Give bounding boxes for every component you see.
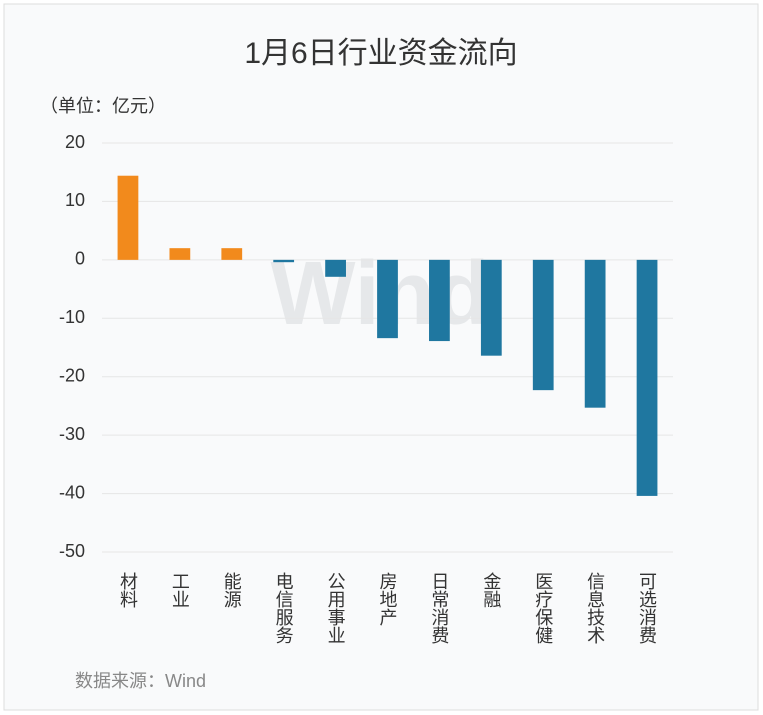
bar <box>429 259 450 342</box>
x-tick-label: 金融 <box>481 572 501 608</box>
bar <box>221 248 243 260</box>
y-tick-label: -30 <box>59 424 85 444</box>
x-tick-label: 房地产 <box>378 572 398 626</box>
x-tick-label: 医疗保健 <box>533 572 553 644</box>
y-tick-label: -40 <box>59 482 85 502</box>
x-tick-label: 工业 <box>170 572 190 608</box>
unit-label: （单位：亿元） <box>40 96 166 116</box>
x-tick-label: 日常消费 <box>429 572 449 644</box>
y-tick-label: 20 <box>65 132 85 152</box>
bar <box>169 248 191 260</box>
x-tick-label: 公用事业 <box>326 572 346 644</box>
y-tick-label: -50 <box>59 541 85 561</box>
card <box>3 3 759 711</box>
bar <box>117 175 139 260</box>
y-tick-label: 10 <box>65 190 85 210</box>
bar <box>273 259 295 263</box>
y-tick-label: -10 <box>59 307 85 327</box>
x-tick-label: 能源 <box>222 572 242 609</box>
source: 数据来源：Wind <box>75 671 206 691</box>
x-tick-label: 材料 <box>118 572 138 608</box>
bar <box>532 259 554 391</box>
x-tick-label: 电信服务 <box>274 572 294 644</box>
bar <box>636 259 658 496</box>
y-tick-label: -20 <box>59 365 85 385</box>
bar <box>480 259 502 356</box>
x-tick-label: 可选消费 <box>637 572 657 644</box>
bar <box>377 259 398 339</box>
x-tick-label: 信息技术 <box>585 572 605 644</box>
bar <box>325 259 346 277</box>
bar <box>584 259 606 408</box>
y-tick-label: 0 <box>75 249 85 269</box>
chart-title: 1月6日行业资金流向 <box>244 37 517 70</box>
